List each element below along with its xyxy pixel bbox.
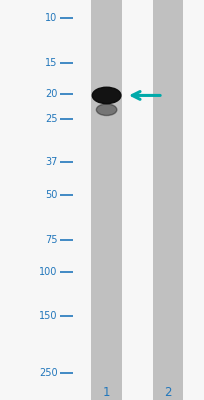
Text: 10: 10 [45, 13, 57, 23]
Text: 250: 250 [39, 368, 57, 378]
Text: 37: 37 [45, 157, 57, 167]
Text: 75: 75 [45, 235, 57, 245]
Text: 50: 50 [45, 190, 57, 200]
Text: 2: 2 [164, 386, 171, 399]
Ellipse shape [96, 104, 116, 116]
Text: 20: 20 [45, 89, 57, 99]
Bar [152, 0, 183, 400]
Text: 25: 25 [45, 114, 57, 124]
Text: 1: 1 [102, 386, 110, 399]
Text: 100: 100 [39, 267, 57, 277]
Text: 150: 150 [39, 312, 57, 322]
Text: 15: 15 [45, 58, 57, 68]
Bar [91, 0, 121, 400]
Ellipse shape [92, 87, 120, 104]
